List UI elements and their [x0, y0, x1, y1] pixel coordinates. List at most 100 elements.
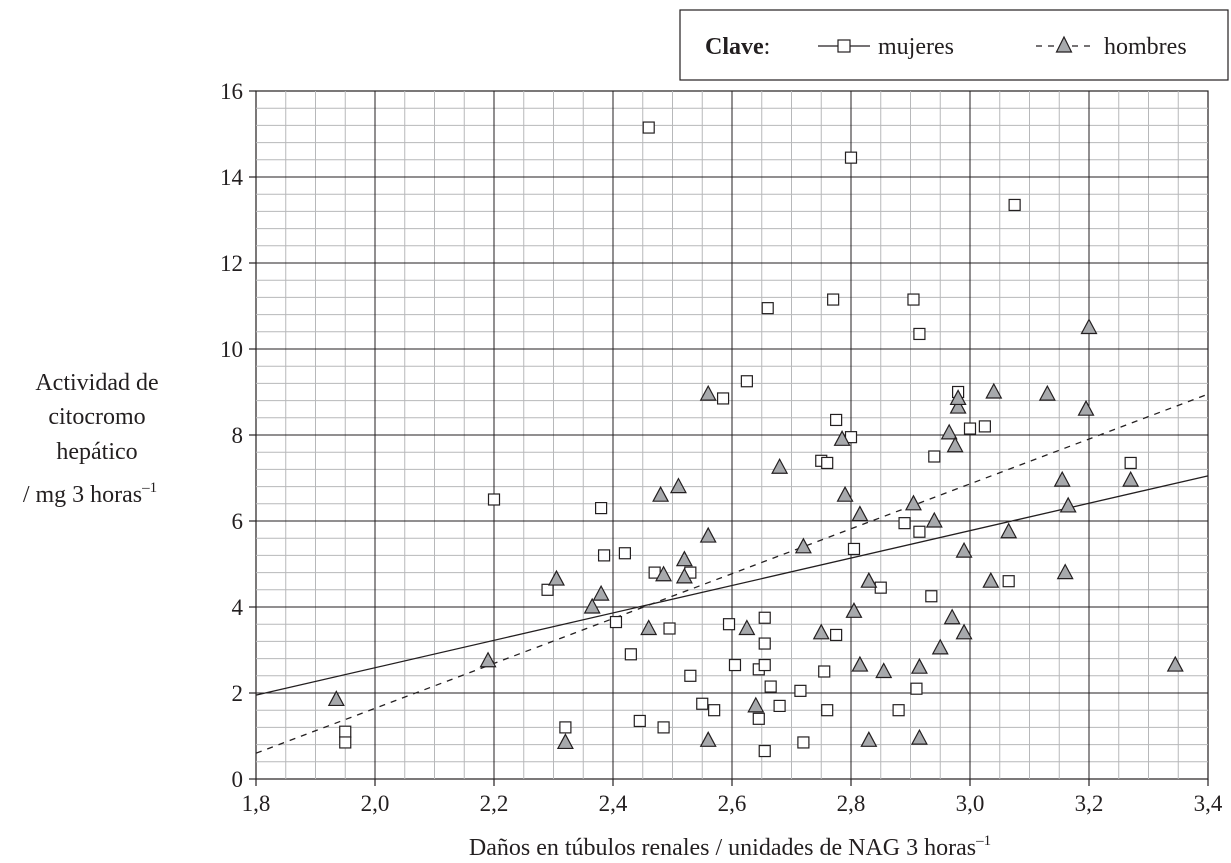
y-tick-label: 16: [220, 79, 243, 104]
y-axis-title-line-2: citocromo: [48, 404, 145, 430]
data-point-hombres: [904, 494, 922, 511]
data-point-hombres: [982, 571, 1000, 588]
y-tick-label: 6: [232, 509, 244, 534]
data-point-mujeres: [910, 682, 923, 695]
data-point-mujeres: [696, 697, 709, 710]
data-point-hombres: [669, 477, 687, 494]
data-point-hombres: [851, 505, 869, 522]
data-point-mujeres: [708, 704, 721, 717]
data-point-mujeres: [913, 525, 926, 538]
data-point-mujeres: [728, 658, 742, 672]
data-point-mujeres: [925, 590, 938, 603]
data-point-hombres: [812, 623, 830, 640]
data-point-mujeres: [1008, 198, 1021, 212]
data-point-hombres: [860, 571, 878, 588]
data-point-mujeres: [758, 637, 771, 650]
x-axis-title: Daños en túbulos renales / unidades de N…: [469, 833, 991, 861]
data-point-hombres: [771, 457, 789, 474]
data-point-mujeres: [764, 680, 777, 693]
data-point-mujeres: [541, 583, 554, 596]
data-point-mujeres: [963, 422, 977, 435]
data-point-hombres: [747, 696, 765, 713]
y-tick-label: 8: [232, 423, 244, 448]
legend-entry-hombres: hombres: [1036, 34, 1187, 60]
y-tick-label: 10: [220, 337, 243, 362]
x-tick-label: 1,8: [242, 791, 271, 816]
data-point-mujeres: [633, 714, 646, 728]
data-point-mujeres: [847, 542, 861, 556]
data-point-mujeres: [830, 628, 843, 642]
data-point-hombres: [955, 623, 973, 640]
x-tick-label: 2,6: [718, 791, 747, 816]
data-point-mujeres: [758, 611, 771, 624]
data-point-mujeres: [487, 493, 501, 506]
legend-box: [679, 9, 1229, 81]
legend-mujeres-square-icon: [837, 39, 851, 53]
legend-title-colon: :: [764, 34, 771, 60]
x-axis-title-text: Daños en túbulos renales / unidades de N…: [469, 835, 976, 861]
x-tick-label: 2,4: [599, 791, 628, 816]
data-point-mujeres: [830, 413, 843, 427]
data-point-hombres: [479, 651, 497, 668]
data-markers: [327, 121, 1184, 758]
y-tick-label: 4: [232, 595, 244, 620]
data-point-mujeres: [642, 121, 655, 134]
data-point-mujeres: [821, 704, 834, 717]
data-point-mujeres: [594, 502, 608, 515]
data-point-mujeres: [761, 302, 774, 315]
data-point-hombres: [1077, 399, 1095, 416]
trendlines: [255, 393, 1209, 754]
data-point-mujeres: [913, 327, 926, 341]
data-point-mujeres: [609, 615, 623, 629]
data-point-hombres: [985, 382, 1003, 399]
y-axis-title-line-4: / mg 3 horas–1: [23, 480, 157, 508]
legend-mujeres-label: mujeres: [878, 34, 954, 60]
data-point-mujeres: [716, 392, 730, 405]
data-point-hombres: [652, 485, 670, 502]
data-point-mujeres: [559, 721, 572, 734]
data-point-mujeres: [339, 725, 352, 738]
legend-entry-mujeres: mujeres: [818, 34, 954, 60]
data-point-hombres: [1080, 318, 1098, 335]
data-point-hombres: [794, 537, 812, 554]
x-axis-ticks: 1,8 2,0 2,2 2,4 2,6 2,8 3,0 3,2 3,4: [242, 779, 1223, 816]
data-point-mujeres: [907, 293, 920, 306]
y-tick-label: 0: [232, 767, 244, 792]
data-point-hombres: [699, 526, 717, 543]
data-point-hombres: [655, 565, 673, 582]
data-point-hombres: [836, 485, 854, 502]
data-point-mujeres: [663, 622, 676, 635]
data-point-hombres: [845, 602, 863, 618]
data-point-mujeres: [618, 547, 632, 560]
x-axis-title-superscript: –1: [975, 833, 991, 849]
legend: Clave: mujeres hombres: [679, 9, 1229, 81]
data-point-hombres: [675, 567, 693, 584]
data-point-mujeres: [1124, 456, 1137, 470]
data-point-hombres: [949, 389, 967, 406]
data-point-hombres: [910, 728, 928, 745]
data-point-hombres: [1053, 470, 1071, 487]
data-point-hombres: [327, 690, 345, 707]
data-point-mujeres: [722, 618, 736, 631]
data-point-mujeres: [758, 658, 771, 672]
data-point-hombres: [738, 619, 756, 636]
data-point-mujeres: [339, 736, 352, 749]
data-point-hombres: [833, 430, 851, 446]
y-axis-ticks: 0 2 4 6 8 10 12 14 16: [220, 79, 256, 792]
data-point-hombres: [860, 731, 878, 747]
data-point-hombres: [946, 436, 964, 453]
legend-title-text: Clave: [705, 34, 764, 60]
x-tick-label: 2,2: [480, 791, 509, 816]
data-point-hombres: [940, 423, 958, 440]
y-tick-label: 12: [220, 251, 243, 276]
data-point-mujeres: [773, 699, 786, 713]
data-point-hombres: [910, 657, 928, 674]
plot-area: 1,8 2,0 2,2 2,4 2,6 2,8 3,0 3,2 3,4 0 2 4 6 8 10 12 14 1…: [220, 79, 1223, 816]
y-tick-label: 14: [220, 165, 244, 190]
data-point-hombres: [925, 511, 943, 528]
data-point-hombres: [1059, 496, 1077, 513]
data-point-hombres: [640, 619, 658, 636]
trendline-hombres: [255, 393, 1209, 754]
legend-hombres-triangle-icon: [1055, 35, 1073, 53]
